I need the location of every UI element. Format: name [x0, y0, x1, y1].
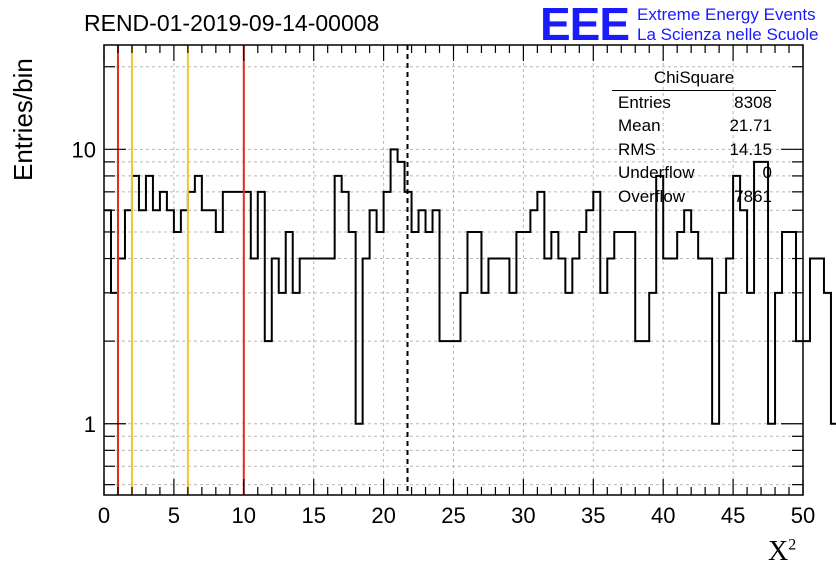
eee-logo: EEE — [540, 0, 630, 50]
stats-row-mean: Mean 21.71 — [612, 114, 776, 137]
x-tick-label: 15 — [301, 503, 325, 528]
x-tick-label: 50 — [791, 503, 815, 528]
x-tick-label: 30 — [511, 503, 535, 528]
stats-value: 14.15 — [729, 139, 772, 159]
stats-value: 21.71 — [729, 116, 772, 136]
stats-row-rms: RMS 14.15 — [612, 138, 776, 161]
chart-title: REND-01-2019-09-14-00008 — [84, 10, 380, 36]
x-tick-label: 5 — [168, 503, 180, 528]
stats-row-entries: Entries 8308 — [612, 91, 776, 114]
y-tick-label: 10 — [72, 137, 96, 162]
x-axis-label: X2 — [768, 536, 796, 568]
logo-line-1: Extreme Energy Events — [637, 5, 816, 24]
stats-label: Underflow — [618, 163, 695, 183]
stats-label: RMS — [618, 139, 656, 159]
stats-box: ChiSquare Entries 8308 Mean 21.71 RMS 14.15… — [612, 66, 776, 212]
x-tick-label: 20 — [371, 503, 395, 528]
stats-label: Overflow — [618, 186, 686, 206]
x-tick-label: 45 — [721, 503, 745, 528]
x-axis-label-superscript: 2 — [788, 536, 797, 554]
y-axis-label: Entries/bin — [8, 58, 38, 181]
stats-value: 8308 — [734, 93, 772, 112]
stats-row-overflow: Overflow 7861 — [612, 185, 776, 208]
stats-value: 0 — [762, 163, 772, 183]
x-tick-label: 0 — [98, 503, 110, 528]
y-tick-label: 1 — [84, 412, 96, 437]
stats-title: ChiSquare — [612, 66, 776, 91]
logo-line-2: La Scienza nelle Scuole — [637, 25, 819, 44]
x-tick-label: 10 — [232, 503, 256, 528]
stats-row-underflow: Underflow 0 — [612, 161, 776, 184]
x-tick-label: 40 — [651, 503, 675, 528]
stats-label: Entries — [618, 93, 671, 112]
stats-value: 7861 — [734, 186, 772, 206]
stats-label: Mean — [618, 116, 661, 136]
x-axis-label-text: X — [768, 536, 789, 567]
x-tick-label: 25 — [441, 503, 465, 528]
x-tick-label: 35 — [581, 503, 605, 528]
